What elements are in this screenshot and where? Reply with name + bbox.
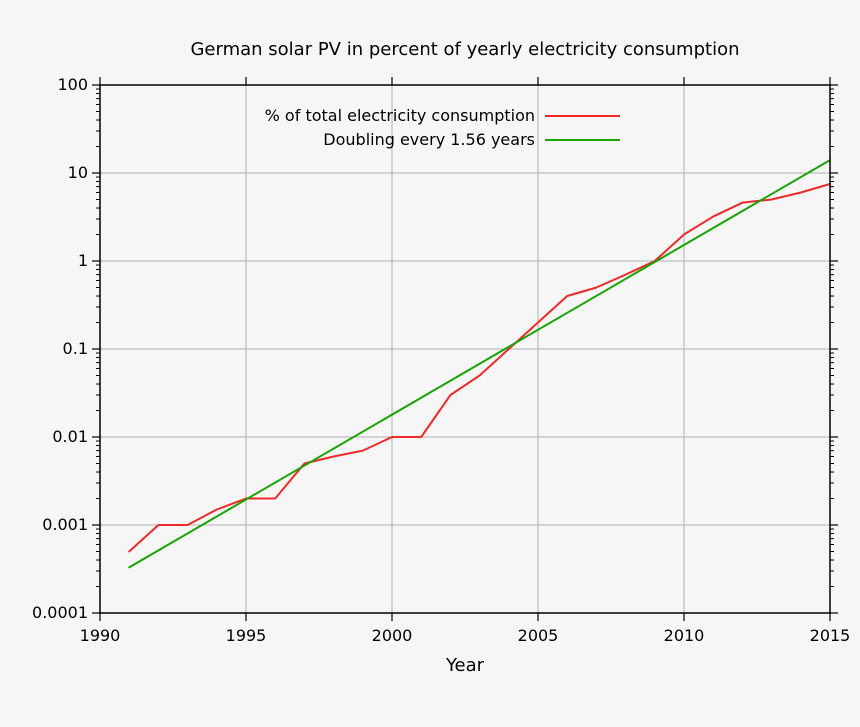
series-line-1 bbox=[129, 160, 830, 567]
x-tick-label: 2000 bbox=[372, 626, 413, 645]
y-tick-label: 10 bbox=[68, 163, 88, 182]
y-tick-label: 0.001 bbox=[42, 515, 88, 534]
x-tick-label: 2005 bbox=[518, 626, 559, 645]
line-chart: 1990 1995 2000 2005 2010 2015 0.0001 0.001 0.01 0… bbox=[0, 0, 860, 727]
legend-label: % of total electricity consumption bbox=[265, 106, 535, 125]
legend-label: Doubling every 1.56 years bbox=[323, 130, 535, 149]
x-axis-label: Year bbox=[445, 655, 485, 676]
x-tick-label: 2015 bbox=[810, 626, 851, 645]
y-tick-label: 100 bbox=[57, 75, 88, 94]
x-tick-label: 2010 bbox=[664, 626, 705, 645]
x-tick-label: 1990 bbox=[80, 626, 121, 645]
y-tick-label: 0.0001 bbox=[32, 603, 88, 622]
y-tick-label: 0.01 bbox=[52, 427, 88, 446]
y-tick-label: 1 bbox=[78, 251, 88, 270]
y-tick-label: 0.1 bbox=[63, 339, 88, 358]
chart-title: German solar PV in percent of yearly ele… bbox=[190, 39, 739, 60]
series-line-0 bbox=[129, 184, 830, 552]
chart-container: 1990 1995 2000 2005 2010 2015 0.0001 0.001 0.01 0… bbox=[0, 0, 860, 727]
x-tick-label: 1995 bbox=[226, 626, 267, 645]
